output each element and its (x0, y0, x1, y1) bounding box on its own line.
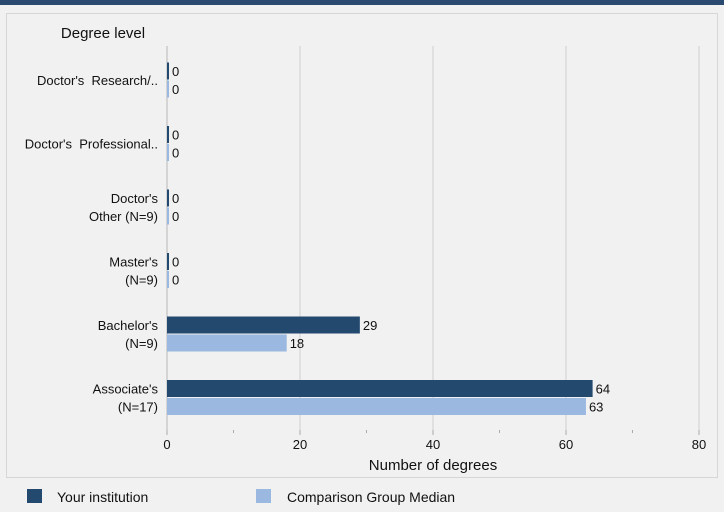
legend-label-your-institution: Your institution (57, 489, 149, 505)
data-label: 0 (172, 255, 179, 270)
x-axis-title: Number of degrees (369, 457, 497, 474)
x-tick-label: 40 (426, 437, 440, 452)
data-label: 0 (172, 82, 179, 97)
x-tick-label: 80 (692, 437, 706, 452)
bar-chart: 0 20 40 60 80 Number of degrees Degree level Do… (25, 25, 707, 474)
data-label: 64 (596, 382, 610, 397)
legend-swatch-comparison-group (256, 489, 271, 503)
category-label: Associate's (93, 382, 159, 397)
category-label: (N=9) (125, 336, 158, 351)
bar-comparison-median (167, 334, 287, 352)
bar-comparison-median (167, 271, 169, 288)
bar-your-institution (167, 253, 169, 270)
category-label: (N=17) (118, 400, 158, 415)
bar-your-institution (167, 189, 169, 207)
data-label: 0 (172, 128, 179, 143)
category-label: (N=9) (125, 273, 158, 288)
category-label: Other (N=9) (89, 209, 158, 224)
y-axis-title: Degree level (61, 25, 145, 42)
category-label: Master's (109, 255, 158, 270)
category-label: Doctor's Professional.. (25, 137, 158, 152)
x-tick-label: 60 (559, 437, 573, 452)
category-label: Doctor's (111, 191, 159, 206)
data-label: 0 (172, 146, 179, 161)
data-label: 0 (172, 191, 179, 206)
legend-label-comparison-group: Comparison Group Median (287, 489, 456, 505)
legend-swatch-your-institution (27, 489, 42, 503)
bar-comparison-median (167, 398, 586, 415)
data-label: 0 (172, 64, 179, 79)
header-bar (0, 0, 724, 5)
x-tick-label: 0 (163, 437, 170, 452)
bar-comparison-median (167, 80, 169, 98)
bar-comparison-median (167, 207, 169, 225)
bar-your-institution (167, 316, 360, 334)
data-label: 0 (172, 273, 179, 288)
bar-your-institution (167, 380, 593, 397)
bar-comparison-median (167, 144, 169, 161)
data-label: 29 (363, 318, 377, 333)
category-label: Bachelor's (98, 318, 159, 333)
x-tick-label: 20 (293, 437, 307, 452)
bar-your-institution (167, 62, 169, 80)
legend: Your institution Comparison Group Median (0, 485, 724, 512)
data-label: 0 (172, 209, 179, 224)
category-label: Doctor's Research/.. (37, 73, 158, 88)
data-label: 63 (589, 400, 603, 415)
bar-your-institution (167, 126, 169, 143)
data-label: 18 (290, 336, 304, 351)
